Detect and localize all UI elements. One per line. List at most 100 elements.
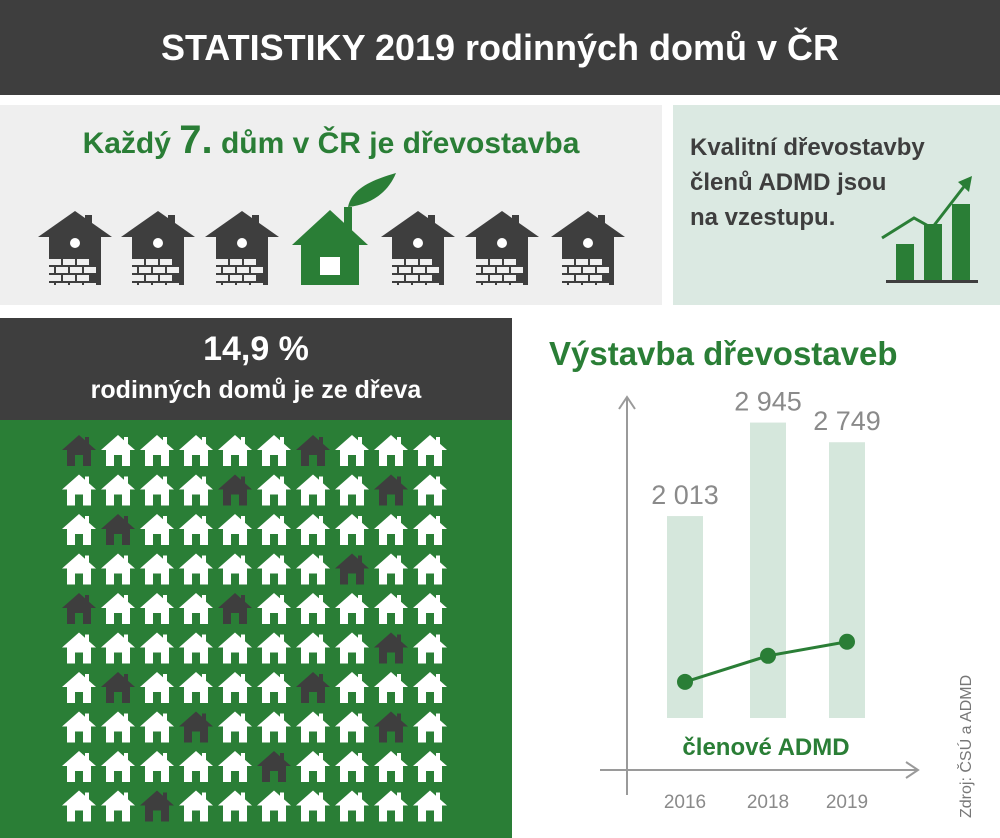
- house-icon: [101, 751, 135, 782]
- page-title: STATISTIKY 2019 rodinných domů v ČR: [160, 27, 840, 68]
- house-icon: [413, 435, 447, 466]
- house-icon: [140, 553, 174, 585]
- wooden-house-icon: [62, 435, 96, 466]
- house-icon: [335, 435, 369, 466]
- wooden-house-icon: [179, 711, 213, 743]
- house-icon: [140, 672, 174, 703]
- house-icon: [335, 711, 369, 743]
- house-icon: [335, 474, 369, 506]
- house-icon: [296, 632, 330, 664]
- bar: [829, 442, 865, 718]
- bar-value-label: 2 945: [734, 387, 802, 417]
- brick-house-icon: [202, 211, 279, 289]
- house-icon: [179, 672, 213, 703]
- house-icon: [140, 514, 174, 545]
- brick-house-icon: [118, 211, 195, 289]
- house-icon: [335, 514, 369, 545]
- house-icon: [101, 790, 135, 822]
- house-icon: [179, 553, 213, 585]
- house-icon: [101, 632, 135, 664]
- house-icon: [374, 553, 408, 585]
- x-tick-label: 2018: [747, 792, 789, 813]
- house-icon: [413, 632, 447, 664]
- heading-after: dům v ČR je dřevostavba: [212, 127, 580, 160]
- house-icon: [296, 553, 330, 585]
- brick-house-icon: [548, 211, 625, 289]
- bar-chart: 2 013 2 945 2 749 členové ADMD 2016 2018 2019: [600, 387, 920, 813]
- wooden-house-icon: [257, 751, 291, 782]
- house-icon: [62, 632, 96, 664]
- house-icon: [218, 672, 252, 703]
- growth-line-3: na vzestupu.: [690, 204, 836, 231]
- wooden-house-icon: [101, 672, 135, 703]
- every-7th-heading: Každý 7. dům v ČR je dřevostavba: [0, 118, 662, 163]
- house-icon: [257, 514, 291, 545]
- wooden-house-icon: [374, 632, 408, 664]
- house-icon: [374, 593, 408, 624]
- house-icon: [140, 474, 174, 506]
- house-icon: [218, 751, 252, 782]
- house-icon: [296, 474, 330, 506]
- admd-point: [839, 633, 855, 650]
- admd-point: [760, 647, 776, 664]
- house-icon: [62, 790, 96, 822]
- house-icon: [413, 751, 447, 782]
- wooden-house-icon: [218, 593, 252, 624]
- house-icon: [296, 790, 330, 822]
- x-axis-arrow: [905, 761, 920, 779]
- house-icon: [101, 553, 135, 585]
- house-icon: [62, 672, 96, 703]
- bar-value-label: 2 013: [651, 480, 719, 510]
- house-icon: [413, 553, 447, 585]
- y-axis-arrow: [618, 395, 636, 410]
- house-icon: [413, 514, 447, 545]
- house-icon: [140, 632, 174, 664]
- growth-chart-icon: [881, 176, 978, 283]
- percent-value: 14,9 %: [203, 330, 309, 368]
- house-icon: [374, 435, 408, 466]
- house-icon: [179, 514, 213, 545]
- house-icon: [257, 632, 291, 664]
- growth-line-2: členů ADMD jsou: [690, 169, 887, 196]
- wooden-house-icon: [335, 553, 369, 585]
- house-icon: [413, 474, 447, 506]
- house-icon: [218, 553, 252, 585]
- house-icon: [413, 593, 447, 624]
- house-icon: [179, 593, 213, 624]
- house-icon: [257, 711, 291, 743]
- header-bar: [0, 0, 1000, 95]
- house-icon: [413, 790, 447, 822]
- brick-house-icon: [35, 211, 112, 289]
- house-icon: [62, 514, 96, 545]
- house-icon: [218, 711, 252, 743]
- house-icon: [140, 711, 174, 743]
- house-icon: [296, 751, 330, 782]
- wooden-house-icon: [218, 474, 252, 506]
- house-icon: [257, 435, 291, 466]
- house-icon: [335, 751, 369, 782]
- house-icon: [335, 632, 369, 664]
- house-icon: [101, 593, 135, 624]
- percent-header: [0, 318, 512, 420]
- house-icon: [101, 474, 135, 506]
- house-grid: [62, 435, 447, 822]
- house-icon: [296, 593, 330, 624]
- wooden-house-icon: [296, 435, 330, 466]
- wooden-house-icon: [374, 711, 408, 743]
- house-icon: [62, 553, 96, 585]
- house-icon: [374, 514, 408, 545]
- house-icon: [257, 474, 291, 506]
- bar-value-label: 2 749: [813, 406, 881, 436]
- house-icon: [101, 435, 135, 466]
- series-label: členové ADMD: [682, 734, 849, 761]
- house-icon: [62, 711, 96, 743]
- wooden-house-icon: [62, 593, 96, 624]
- heading-number: 7.: [179, 118, 213, 162]
- house-icon: [179, 632, 213, 664]
- percent-subtitle: rodinných domů je ze dřeva: [90, 376, 422, 404]
- house-icon: [179, 435, 213, 466]
- house-icon: [374, 751, 408, 782]
- house-icon: [101, 711, 135, 743]
- house-icon: [335, 672, 369, 703]
- house-icon: [413, 711, 447, 743]
